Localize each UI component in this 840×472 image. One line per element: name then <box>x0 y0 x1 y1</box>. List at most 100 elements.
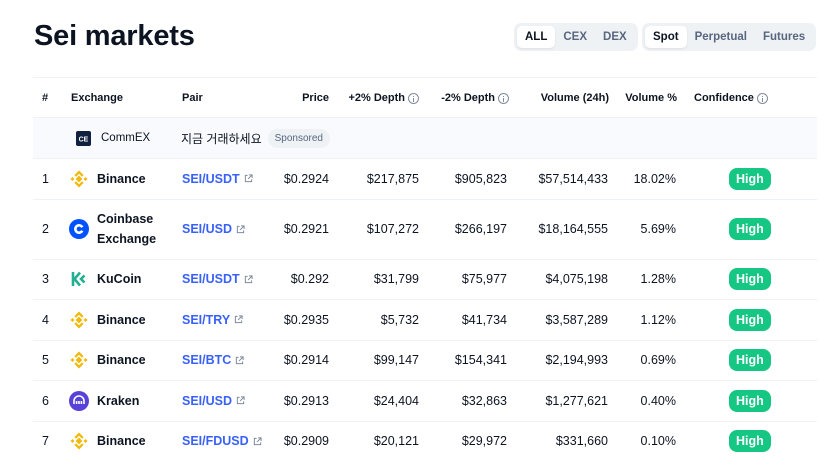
exchange-name[interactable]: Binance <box>97 353 146 368</box>
volume-pct-cell: 0.40% <box>640 393 676 408</box>
depth-minus-cell: $266,197 <box>454 222 507 236</box>
filter-spot-button[interactable]: Spot <box>645 26 687 48</box>
external-link-icon[interactable] <box>234 315 243 324</box>
exchange-name[interactable]: KuCoin <box>97 272 142 287</box>
pair-cell[interactable]: SEI/TRY <box>182 300 243 340</box>
confidence-badge[interactable]: High <box>729 430 771 453</box>
header-volume-pct[interactable]: Volume % <box>625 92 677 104</box>
external-link-icon[interactable] <box>244 174 253 183</box>
header-confidence-label: Confidence <box>694 92 754 104</box>
coinbase-logo-icon <box>69 219 89 239</box>
confidence-badge[interactable]: High <box>729 308 771 331</box>
confidence-badge[interactable]: High <box>729 389 771 412</box>
table-row[interactable]: 1 Binance SEI/USDT $0.2924 $217,875 $905… <box>33 158 817 199</box>
sponsored-row[interactable]: CE CommEX 지금 거래하세요 Sponsored <box>33 117 817 158</box>
rank-cell: 4 <box>42 312 49 327</box>
confidence-badge[interactable]: High <box>729 167 771 190</box>
table-row[interactable]: 5 Binance SEI/BTC $0.2914 $99,147 $154,3… <box>33 339 817 381</box>
confidence-cell: High <box>729 422 771 462</box>
filter-perpetual-button[interactable]: Perpetual <box>694 31 747 43</box>
pair-link[interactable]: SEI/USDT <box>182 272 240 287</box>
sponsored-text: 지금 거래하세요 <box>181 131 262 146</box>
depth-minus-cell: $75,977 <box>461 272 507 287</box>
exchange-name[interactable]: Kraken <box>97 393 140 408</box>
table-row[interactable]: 6 Kraken SEI/USD $0.2913 $24,404 $32,863… <box>33 380 817 421</box>
pair-link[interactable]: SEI/BTC <box>182 353 232 368</box>
filter-dex-button[interactable]: DEX <box>603 31 627 43</box>
table-row[interactable]: 2 Coinbase Exchange SEI/USD $0.2921 $107… <box>33 198 817 259</box>
exchange-cell[interactable]: Kraken <box>69 381 139 421</box>
pair-cell[interactable]: SEI/USDT <box>182 159 253 199</box>
pair-link[interactable]: SEI/FDUSD <box>182 434 249 449</box>
sponsored-cta[interactable]: 지금 거래하세요 Sponsored <box>181 118 330 158</box>
pair-link[interactable]: SEI/USDT <box>182 171 240 186</box>
page-title: Sei markets <box>34 20 195 52</box>
exchange-cell[interactable]: Binance <box>69 159 146 199</box>
pair-cell[interactable]: SEI/FDUSD <box>182 422 262 462</box>
exchange-cell[interactable]: KuCoin <box>69 260 141 300</box>
commex-logo-icon: CE <box>73 128 93 148</box>
external-link-icon[interactable] <box>253 437 262 446</box>
table-row[interactable]: 7 Binance SEI/FDUSD $0.2909 $20,121 $29,… <box>33 420 817 462</box>
header-depth-plus-label: +2% Depth <box>348 92 405 104</box>
header-exchange[interactable]: Exchange <box>71 92 123 104</box>
depth-plus-cell: $20,121 <box>373 434 419 449</box>
pair-cell[interactable]: SEI/BTC <box>182 341 244 381</box>
header-rank[interactable]: # <box>42 92 49 104</box>
category-filter: Spot Perpetual Futures <box>642 23 817 51</box>
header-depth-minus-label: -2% Depth <box>441 92 495 104</box>
kraken-logo-icon <box>69 390 89 411</box>
header-depth-minus[interactable]: -2% Depth <box>423 78 509 118</box>
depth-minus-cell: $154,341 <box>454 353 507 368</box>
filter-all-button[interactable]: ALL <box>517 26 556 48</box>
filter-cex-button[interactable]: CEX <box>563 31 588 43</box>
pair-cell[interactable]: SEI/USDT <box>182 260 253 300</box>
exchange-name[interactable]: Coinbase Exchange <box>97 212 157 246</box>
table-row[interactable]: 4 Binance SEI/TRY $0.2935 $5,732 $41,734… <box>33 299 817 340</box>
filter-futures-button[interactable]: Futures <box>762 31 806 43</box>
price-cell: $0.2909 <box>283 434 329 449</box>
volume-pct-cell: 18.02% <box>633 171 676 186</box>
external-link-icon[interactable] <box>236 224 245 234</box>
depth-minus-cell: $905,823 <box>454 171 507 186</box>
depth-plus-cell: $99,147 <box>373 353 419 368</box>
exchange-cell[interactable]: Binance <box>69 300 146 340</box>
confidence-badge[interactable]: High <box>729 268 771 291</box>
header-price[interactable]: Price <box>302 92 329 104</box>
pair-link[interactable]: SEI/USD <box>182 393 233 408</box>
exchange-cell[interactable]: Binance <box>69 422 146 462</box>
info-icon[interactable] <box>756 92 768 104</box>
pair-cell[interactable]: SEI/USD <box>182 381 245 421</box>
pair-link[interactable]: SEI/USD <box>182 222 233 236</box>
binance-logo-icon <box>69 169 89 189</box>
header-pair[interactable]: Pair <box>182 92 203 104</box>
depth-minus-cell: $29,972 <box>461 434 507 449</box>
header-depth-plus[interactable]: +2% Depth <box>333 78 419 118</box>
volume-cell: $2,194,993 <box>545 353 608 368</box>
header-volume[interactable]: Volume (24h) <box>540 92 609 104</box>
rank-cell: 7 <box>42 434 49 449</box>
external-link-icon[interactable] <box>235 356 244 365</box>
exchange-cell[interactable]: Coinbase Exchange <box>69 200 167 259</box>
exchange-name[interactable]: Binance <box>97 434 146 449</box>
binance-logo-icon <box>69 431 89 451</box>
exchange-cell[interactable]: Binance <box>69 341 146 381</box>
pair-link[interactable]: SEI/TRY <box>182 312 231 327</box>
header-confidence[interactable]: Confidence <box>694 78 768 118</box>
rank-cell: 3 <box>42 272 49 287</box>
confidence-badge[interactable]: High <box>729 349 771 372</box>
depth-minus-cell: $32,863 <box>461 393 507 408</box>
volume-pct-cell: 1.12% <box>640 312 676 327</box>
depth-plus-cell: $217,875 <box>366 171 419 186</box>
rank-cell: 6 <box>42 393 49 408</box>
pair-cell[interactable]: SEI/USD <box>182 200 245 259</box>
external-link-icon[interactable] <box>244 275 253 284</box>
info-icon[interactable] <box>408 92 419 104</box>
info-icon[interactable] <box>498 92 509 104</box>
exchange-name[interactable]: Binance <box>97 312 146 327</box>
exchange-name[interactable]: Binance <box>97 171 146 186</box>
confidence-badge[interactable]: High <box>729 218 771 240</box>
volume-cell: $57,514,433 <box>538 171 608 186</box>
table-row[interactable]: 3 KuCoin SEI/USDT $0.292 $31,799 $75,977… <box>33 258 817 300</box>
external-link-icon[interactable] <box>236 396 245 405</box>
